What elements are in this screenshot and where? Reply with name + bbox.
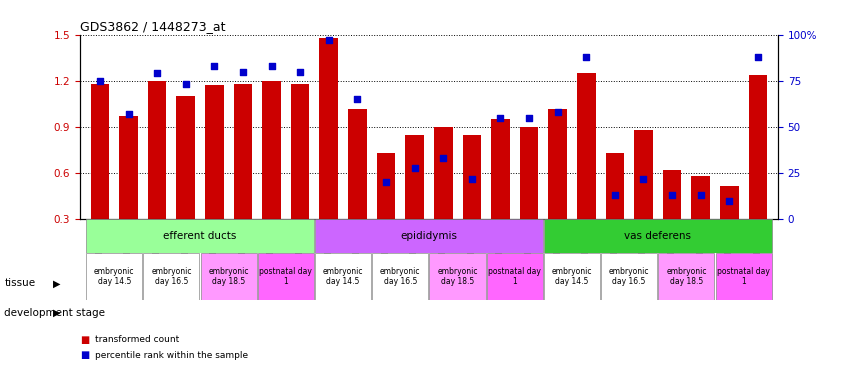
Text: ▶: ▶ — [54, 278, 61, 288]
Point — [208, 63, 221, 69]
Point — [322, 37, 336, 43]
Bar — [144, 253, 199, 300]
Bar — [377, 153, 395, 219]
Bar — [119, 116, 138, 219]
Text: vas deferens: vas deferens — [624, 232, 691, 242]
Bar — [716, 253, 772, 300]
Point — [436, 156, 450, 162]
Text: embryonic
day 18.5: embryonic day 18.5 — [666, 267, 706, 286]
Text: embryonic
day 14.5: embryonic day 14.5 — [552, 267, 592, 286]
Text: embryonic
day 16.5: embryonic day 16.5 — [151, 267, 192, 286]
Text: postnatal day
1: postnatal day 1 — [717, 267, 770, 286]
Text: embryonic
day 14.5: embryonic day 14.5 — [94, 267, 135, 286]
Point — [522, 115, 536, 121]
Text: ■: ■ — [80, 350, 89, 360]
Bar — [291, 84, 309, 219]
Bar — [348, 109, 367, 219]
Point — [265, 63, 278, 69]
Point — [294, 68, 307, 74]
Bar — [663, 170, 681, 219]
Text: transformed count: transformed count — [95, 335, 179, 344]
Bar — [434, 127, 452, 219]
Point — [151, 70, 164, 76]
Bar — [177, 96, 195, 219]
Point — [551, 109, 564, 115]
Bar — [234, 84, 252, 219]
Bar — [601, 253, 657, 300]
Point — [179, 81, 193, 88]
Point — [751, 54, 764, 60]
Text: percentile rank within the sample: percentile rank within the sample — [95, 351, 248, 360]
Bar — [606, 153, 624, 219]
Bar — [659, 253, 714, 300]
Text: development stage: development stage — [4, 308, 105, 318]
Point — [694, 192, 707, 199]
Text: ▶: ▶ — [54, 308, 61, 318]
Point — [579, 54, 593, 60]
Bar — [691, 176, 710, 219]
Point — [608, 192, 621, 199]
Bar — [205, 85, 224, 219]
Bar — [577, 73, 595, 219]
Point — [465, 175, 479, 182]
Point — [93, 78, 107, 84]
Bar — [320, 38, 338, 219]
Bar — [86, 219, 314, 253]
Text: tissue: tissue — [4, 278, 35, 288]
Point — [236, 68, 250, 74]
Bar — [373, 253, 428, 300]
Bar — [544, 219, 772, 253]
Text: postnatal day
1: postnatal day 1 — [259, 267, 312, 286]
Bar — [520, 127, 538, 219]
Bar — [487, 253, 542, 300]
Text: efferent ducts: efferent ducts — [163, 232, 236, 242]
Point — [637, 175, 650, 182]
Text: postnatal day
1: postnatal day 1 — [489, 267, 541, 286]
Text: ■: ■ — [80, 335, 89, 345]
Bar — [148, 81, 167, 219]
Bar — [544, 253, 600, 300]
Text: embryonic
day 18.5: embryonic day 18.5 — [209, 267, 249, 286]
Bar — [86, 253, 142, 300]
Point — [494, 115, 507, 121]
Point — [379, 179, 393, 185]
Bar — [720, 185, 738, 219]
Text: epididymis: epididymis — [400, 232, 458, 242]
Bar — [201, 253, 257, 300]
Bar — [91, 84, 109, 219]
Text: embryonic
day 18.5: embryonic day 18.5 — [437, 267, 478, 286]
Bar — [315, 219, 542, 253]
Bar — [262, 81, 281, 219]
Point — [408, 165, 421, 171]
Bar — [430, 253, 485, 300]
Text: embryonic
day 16.5: embryonic day 16.5 — [609, 267, 649, 286]
Bar — [405, 135, 424, 219]
Text: GDS3862 / 1448273_at: GDS3862 / 1448273_at — [80, 20, 225, 33]
Bar — [463, 135, 481, 219]
Text: embryonic
day 16.5: embryonic day 16.5 — [380, 267, 420, 286]
Bar — [491, 119, 510, 219]
Point — [122, 111, 135, 117]
Bar — [634, 130, 653, 219]
Bar — [548, 109, 567, 219]
Bar — [258, 253, 314, 300]
Bar — [748, 74, 767, 219]
Point — [665, 192, 679, 199]
Text: embryonic
day 14.5: embryonic day 14.5 — [323, 267, 363, 286]
Point — [722, 198, 736, 204]
Point — [351, 96, 364, 102]
Bar — [315, 253, 371, 300]
